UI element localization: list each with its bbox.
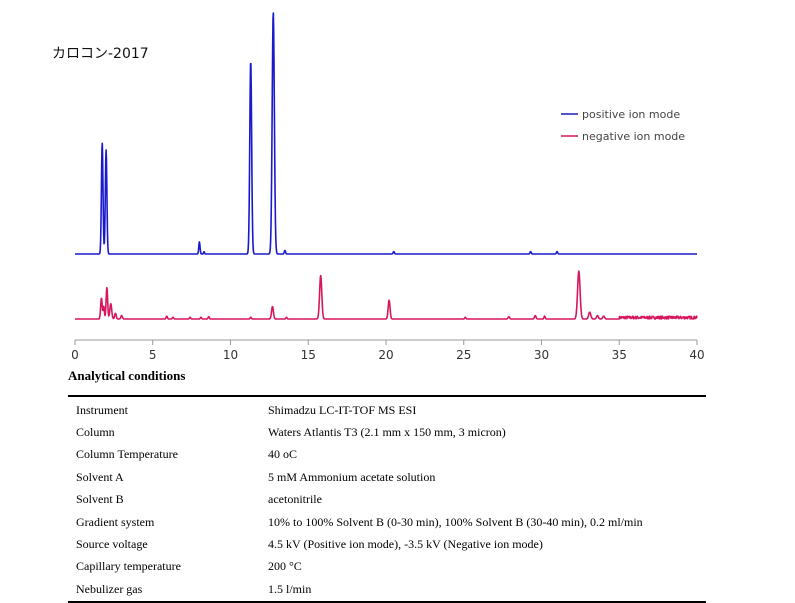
x-tick-label: 5: [149, 348, 157, 362]
conditions-table: Instrument Shimadzu LC-IT-TOF MS ESI Col…: [68, 395, 706, 603]
table-row: Source voltage 4.5 kV (Positive ion mode…: [68, 533, 706, 555]
x-tick-label: 15: [301, 348, 316, 362]
table-row: Column Temperature 40 oC: [68, 444, 706, 466]
row-value: acetonitrile: [268, 492, 322, 507]
x-tick-label: 30: [534, 348, 549, 362]
chart-title: カロコン-2017: [52, 46, 149, 62]
row-value: 40 oC: [268, 447, 298, 462]
x-tick-label: 40: [689, 348, 704, 362]
row-label: Source voltage: [76, 537, 148, 552]
row-label: Nebulizer gas: [76, 581, 143, 596]
x-tick-label: 20: [378, 348, 393, 362]
legend-label: positive ion mode: [582, 108, 680, 121]
row-label: Instrument: [76, 402, 128, 417]
legend-label: negative ion mode: [582, 130, 685, 143]
table-row: Instrument Shimadzu LC-IT-TOF MS ESI: [68, 399, 706, 421]
x-tick-label: 10: [223, 348, 238, 362]
row-value: 10% to 100% Solvent B (0-30 min), 100% S…: [268, 514, 643, 529]
row-value: Waters Atlantis T3 (2.1 mm x 150 mm, 3 m…: [268, 425, 506, 440]
series-line-negative: [74, 270, 698, 320]
chromatogram-svg: 0 5 10 15 20 25 30 35 40 positive ion mode negativ…: [71, 12, 705, 362]
table-row: Gradient system 10% to 100% Solvent B (0…: [68, 511, 706, 533]
row-value: 4.5 kV (Positive ion mode), -3.5 kV (Neg…: [268, 537, 543, 552]
row-label: Column: [76, 425, 115, 440]
x-tick-label: 35: [612, 348, 627, 362]
x-tick-label: 0: [71, 348, 79, 362]
table-row: Nebulizer gas 1.5 l/min: [68, 578, 706, 600]
row-value: 5 mM Ammonium acetate solution: [268, 469, 436, 484]
row-value: 1.5 l/min: [268, 581, 312, 596]
row-value: 200 °C: [268, 559, 302, 574]
table-row: Solvent A 5 mM Ammonium acetate solution: [68, 466, 706, 488]
x-tick-label: 25: [456, 348, 471, 362]
table-row: Capillary temperature 200 °C: [68, 556, 706, 578]
table-row: Column Waters Atlantis T3 (2.1 mm x 150 …: [68, 421, 706, 443]
row-label: Column Temperature: [76, 447, 178, 462]
row-value: Shimadzu LC-IT-TOF MS ESI: [268, 402, 417, 417]
row-label: Gradient system: [76, 514, 155, 529]
row-label: Capillary temperature: [76, 559, 181, 574]
row-label: Solvent B: [76, 492, 124, 507]
series-line-positive: [74, 12, 698, 255]
conditions-title: Analytical conditions: [68, 368, 186, 383]
table-row: Solvent B acetonitrile: [68, 489, 706, 511]
row-label: Solvent A: [76, 469, 124, 484]
